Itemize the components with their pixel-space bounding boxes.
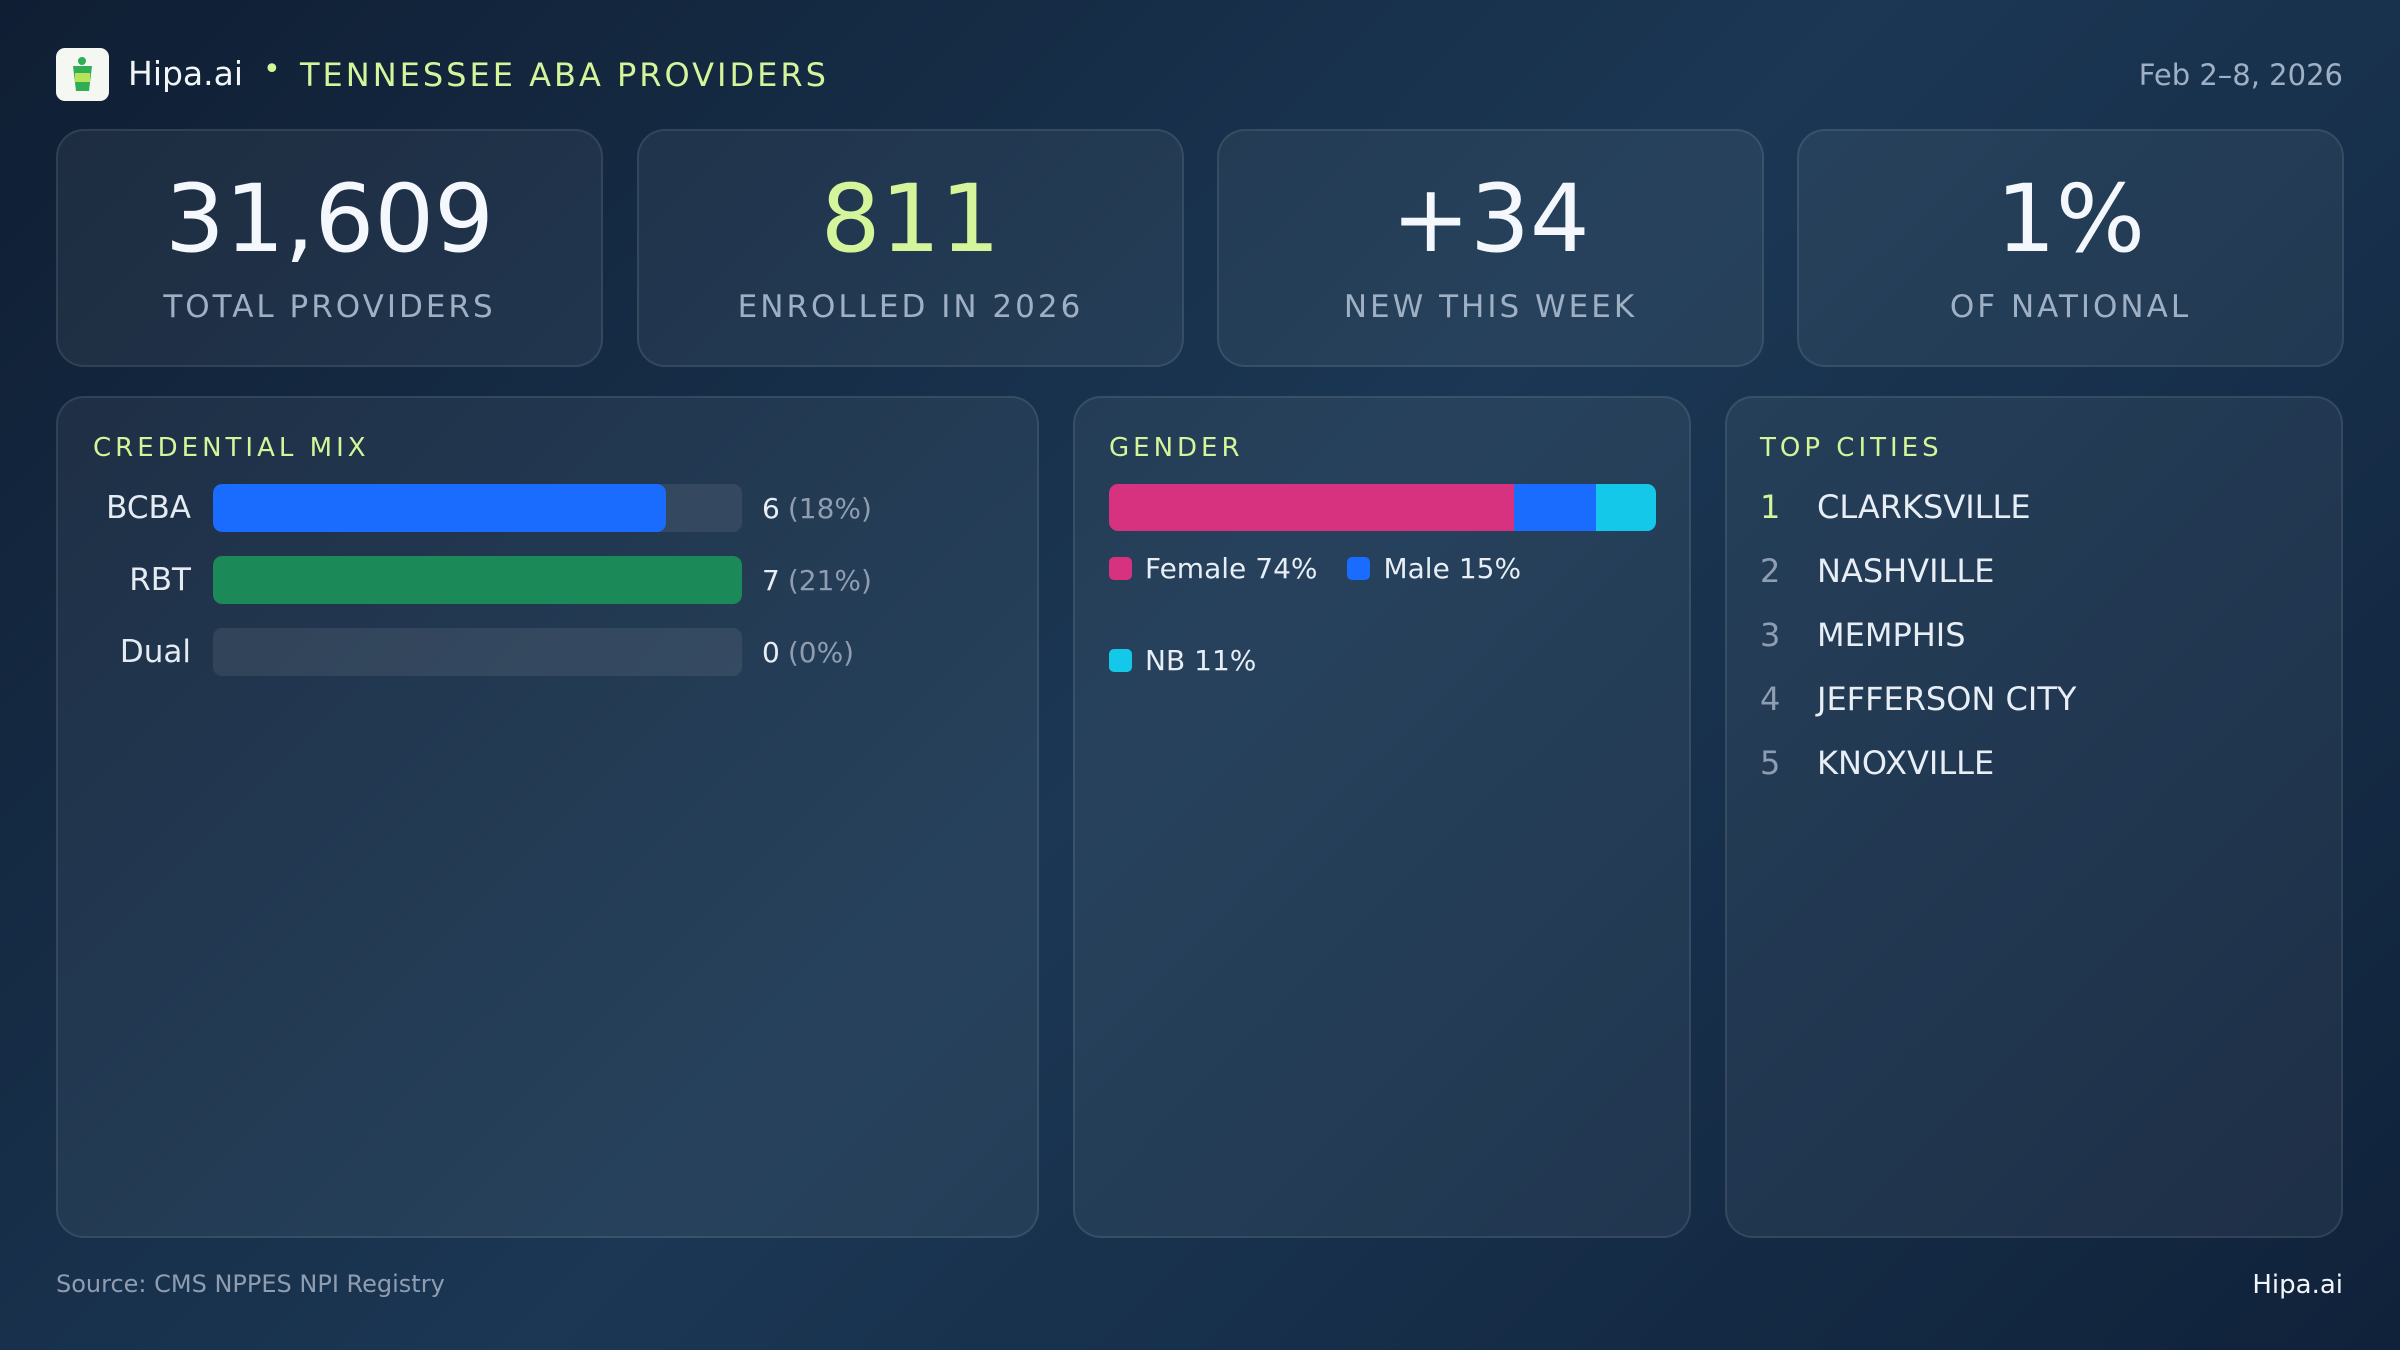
category-label: Dual (119, 634, 191, 670)
share: (0%) (787, 635, 855, 669)
legend-item: Male 15% (1347, 548, 1521, 588)
bar-track (213, 556, 742, 604)
bar (213, 484, 667, 532)
source: Source: CMS NPPES NPI Registry (56, 1270, 445, 1298)
bar-row: RBT 7 (21%) (61, 556, 872, 604)
city-name: NASHVILLE (1817, 552, 1995, 590)
value-label: 7 (21%) (762, 564, 872, 597)
legend: Female 74% Male 15% NB 11% (1109, 548, 1669, 680)
kpi-label: TOTAL PROVIDERS (163, 289, 496, 325)
legend-swatch (1347, 556, 1371, 580)
city-row: 2 NASHVILLE (1760, 551, 1994, 591)
kpi-label: OF NATIONAL (1949, 289, 2192, 325)
panel-title: CREDENTIAL MIX (93, 433, 370, 463)
category-label: BCBA (106, 490, 191, 526)
kpi-card: 811 ENROLLED IN 2026 (637, 129, 1184, 367)
kpi-value: 1% (1995, 165, 2146, 274)
legend-item: Female 74% (1109, 548, 1317, 588)
gender-bar (1109, 484, 1656, 531)
value-label: 0 (0%) (762, 636, 854, 669)
kpi-label: NEW THIS WEEK (1343, 289, 1638, 325)
bar (213, 556, 742, 604)
bar-row: Dual 0 (0%) (61, 628, 854, 676)
kpi-value: 31,609 (165, 165, 494, 274)
city-name: JEFFERSON CITY (1817, 680, 2077, 718)
kpi-value: 811 (820, 165, 1001, 274)
city-rank: 4 (1760, 680, 1781, 718)
bar-track (213, 484, 742, 532)
city-rank: 5 (1760, 744, 1781, 782)
city-rank: 3 (1760, 616, 1781, 654)
value: 6 (762, 491, 780, 525)
bar-segment (1513, 484, 1596, 531)
share: (18%) (787, 491, 872, 525)
legend-item: NB 11% (1109, 640, 1256, 680)
bar-track (213, 628, 742, 676)
bar-row: BCBA 6 (18%) (61, 484, 872, 532)
kpi-card: +34 NEW THIS WEEK (1217, 129, 1764, 367)
category-label: RBT (129, 562, 191, 598)
kpi-card: 31,609 TOTAL PROVIDERS (56, 129, 603, 367)
logo (56, 48, 109, 101)
legend-name: NB (1145, 643, 1186, 677)
legend-value: 11% (1194, 643, 1257, 677)
separator: • (263, 52, 281, 87)
city-row: 3 MEMPHIS (1760, 615, 1966, 655)
panel-title: GENDER (1109, 433, 1244, 463)
legend-name: Male (1383, 551, 1450, 585)
value: 7 (762, 563, 780, 597)
city-name: MEMPHIS (1817, 616, 1966, 654)
city-name: KNOXVILLE (1817, 744, 1995, 782)
panel-title: TOP CITIES (1760, 433, 1943, 463)
legend-name: Female (1145, 551, 1247, 585)
city-name: CLARKSVILLE (1817, 488, 2031, 526)
brand: Hipa.ai (128, 54, 244, 93)
share: (21%) (787, 563, 872, 597)
value-label: 6 (18%) (762, 492, 872, 525)
legend-value: 15% (1458, 551, 1522, 585)
kpi-card: 1% OF NATIONAL (1797, 129, 2344, 367)
bar-segment (1109, 484, 1514, 531)
gender-panel (1073, 396, 1691, 1238)
kpi-label: ENROLLED IN 2026 (737, 289, 1084, 325)
value: 0 (762, 635, 780, 669)
credential-panel (56, 396, 1039, 1238)
city-row: 5 KNOXVILLE (1760, 743, 1994, 783)
legend-swatch (1109, 556, 1132, 580)
date-range: Feb 2–8, 2026 (2138, 58, 2343, 92)
bar-segment (1595, 484, 1656, 531)
city-row: 4 JEFFERSON CITY (1760, 679, 2076, 719)
legend-value: 74% (1255, 551, 1318, 585)
footer-brand: Hipa.ai (2252, 1270, 2343, 1300)
city-rank: 2 (1760, 552, 1781, 590)
legend-swatch (1109, 648, 1132, 672)
cities-panel (1725, 396, 2343, 1238)
header-title: TENNESSEE ABA PROVIDERS (300, 56, 829, 94)
city-row: 1 CLARKSVILLE (1760, 487, 2031, 527)
city-rank: 1 (1760, 488, 1781, 526)
kpi-value: +34 (1391, 165, 1590, 274)
